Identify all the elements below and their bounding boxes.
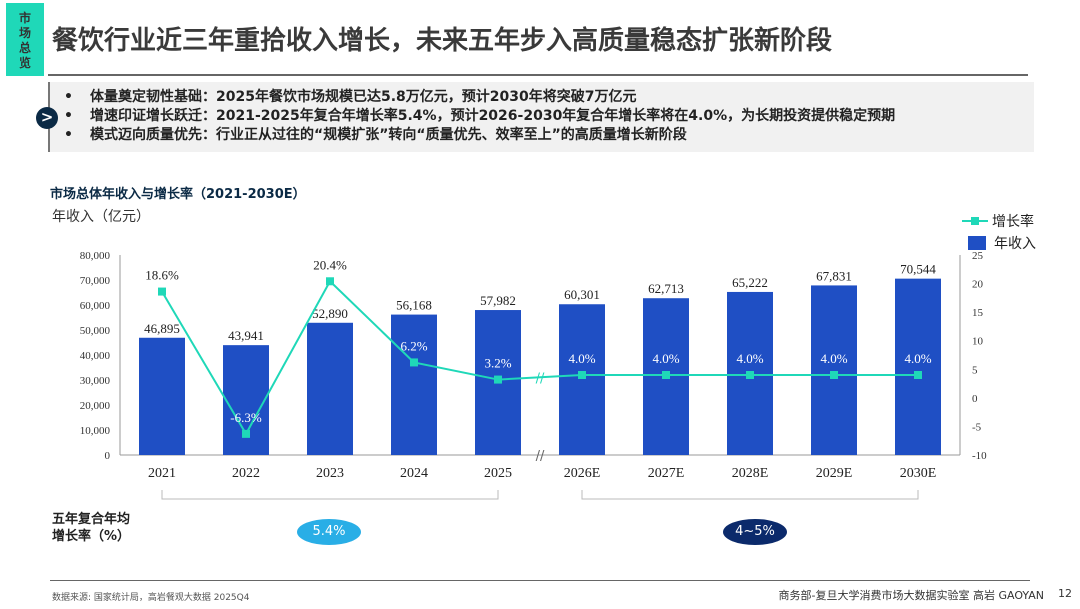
revenue-data-label: 52,890	[312, 306, 348, 321]
cagr-badge-2021-2025: 5.4%	[297, 519, 361, 545]
right-tick-label: -5	[972, 421, 982, 433]
revenue-bar	[223, 345, 269, 455]
right-tick-label: 0	[972, 393, 978, 405]
page-title: 餐饮行业近三年重拾收入增长，未来五年步入高质量稳态扩张新阶段	[52, 26, 833, 56]
revenue-data-label: 65,222	[732, 275, 768, 290]
left-tick-label: 20,000	[80, 400, 111, 412]
legend-item-revenue: 年收入	[962, 232, 1036, 254]
growth-data-label: 20.4%	[313, 257, 347, 272]
growth-data-label: 4.0%	[820, 351, 847, 366]
revenue-data-label: 56,168	[396, 298, 432, 313]
right-tick-label: 15	[972, 307, 984, 319]
growth-data-label: 6.2%	[400, 338, 427, 353]
chevron-right-icon: >	[36, 107, 58, 129]
x-tick-label: 2029E	[816, 466, 853, 481]
footer-org: 商务部-复旦大学消费市场大数据实验室 高岩 GAOYAN	[778, 589, 1045, 602]
bullet-item: • 增速印证增长跃迁：2021-2025年复合年增长率5.4%，预计2026-20…	[64, 108, 896, 124]
revenue-bar	[895, 278, 941, 455]
x-tick-label: 2025	[484, 466, 512, 481]
growth-point	[662, 371, 670, 379]
section-tag-char: 览	[18, 56, 31, 70]
left-tick-label: 40,000	[80, 350, 111, 362]
growth-point	[914, 371, 922, 379]
period-bracket	[161, 490, 499, 500]
data-source: 数据来源: 国家统计局，高岩餐观大数据 2025Q4	[52, 593, 250, 603]
section-tag: 市 场 总 览	[6, 3, 44, 76]
right-tick-label: 25	[972, 250, 984, 262]
left-tick-label: 10,000	[80, 425, 111, 437]
period-bracket	[581, 490, 919, 500]
legend-item-growth: 增长率	[962, 210, 1036, 232]
revenue-data-label: 43,941	[228, 328, 264, 343]
left-tick-label: 80,000	[80, 250, 111, 262]
bullet-item: • 模式迈向质量优先：行业正从过往的“规模扩张”转向“质量优先、效率至上”的高质量…	[64, 127, 687, 143]
revenue-data-label: 67,831	[816, 268, 852, 283]
right-tick-label: -10	[972, 450, 987, 462]
growth-point	[242, 429, 250, 438]
revenue-bar	[391, 314, 437, 455]
bullet-item: • 体量奠定韧性基础：2025年餐饮市场规模已达5.8万亿元，预计2030年将突破…	[64, 89, 637, 105]
y-axis-label: 年收入（亿元）	[52, 209, 150, 225]
axis-break-marker: //	[536, 449, 545, 464]
growth-data-label: 4.0%	[904, 351, 931, 366]
title-divider	[48, 74, 1028, 76]
left-tick-label: 70,000	[80, 275, 111, 287]
growth-point	[410, 358, 418, 367]
revenue-data-label: 46,895	[144, 321, 180, 336]
x-tick-label: 2021	[148, 466, 176, 481]
left-tick-label: 0	[105, 450, 111, 462]
x-tick-label: 2028E	[732, 466, 769, 481]
revenue-bar	[139, 337, 185, 455]
axis-break-marker: //	[536, 371, 545, 386]
cagr-badge-2026-2030: 4~5%	[723, 519, 787, 545]
left-tick-label: 30,000	[80, 375, 111, 387]
revenue-data-label: 70,544	[900, 262, 936, 277]
section-tag-char: 市	[18, 11, 31, 25]
growth-data-label: 4.0%	[652, 351, 679, 366]
summary-box	[48, 82, 1034, 152]
growth-point	[158, 287, 166, 296]
x-tick-label: 2027E	[648, 466, 685, 481]
growth-point	[830, 371, 838, 379]
growth-point	[746, 371, 754, 379]
revenue-bar	[559, 304, 605, 455]
x-tick-label: 2024	[400, 466, 428, 481]
growth-point	[578, 371, 586, 379]
x-tick-label: 2022	[232, 466, 260, 481]
summary-bullets: • 体量奠定韧性基础：2025年餐饮市场规模已达5.8万亿元，预计2030年将突破…	[64, 88, 895, 145]
growth-point	[494, 375, 502, 384]
growth-data-label: -6.3%	[230, 410, 262, 425]
growth-data-label: 3.2%	[484, 356, 511, 371]
section-tag-char: 场	[18, 26, 31, 40]
revenue-data-label: 57,982	[480, 293, 516, 308]
growth-data-label: 4.0%	[736, 351, 763, 366]
revenue-bar	[811, 285, 857, 455]
growth-point	[326, 277, 334, 286]
right-tick-label: 10	[972, 336, 984, 348]
growth-line-connector	[497, 374, 583, 381]
revenue-bar	[307, 322, 353, 455]
right-tick-label: 20	[972, 279, 984, 291]
x-tick-label: 2023	[316, 466, 344, 481]
cagr-label: 五年复合年均 增长率（%）	[52, 512, 131, 544]
left-tick-label: 60,000	[80, 300, 111, 312]
growth-data-label: 4.0%	[568, 351, 595, 366]
revenue-data-label: 62,713	[648, 281, 684, 296]
growth-data-label: 18.6%	[145, 268, 179, 283]
left-tick-label: 50,000	[80, 325, 111, 337]
right-tick-label: 5	[972, 364, 978, 376]
page-number: 12	[1058, 587, 1072, 600]
revenue-data-label: 60,301	[564, 287, 600, 302]
chart-legend: 增长率 年收入	[962, 210, 1036, 254]
footer-divider	[50, 580, 1030, 581]
x-tick-label: 2030E	[900, 466, 937, 481]
chart-title: 市场总体年收入与增长率（2021-2030E）	[50, 187, 306, 202]
x-tick-label: 2026E	[564, 466, 601, 481]
section-tag-char: 总	[18, 41, 31, 55]
